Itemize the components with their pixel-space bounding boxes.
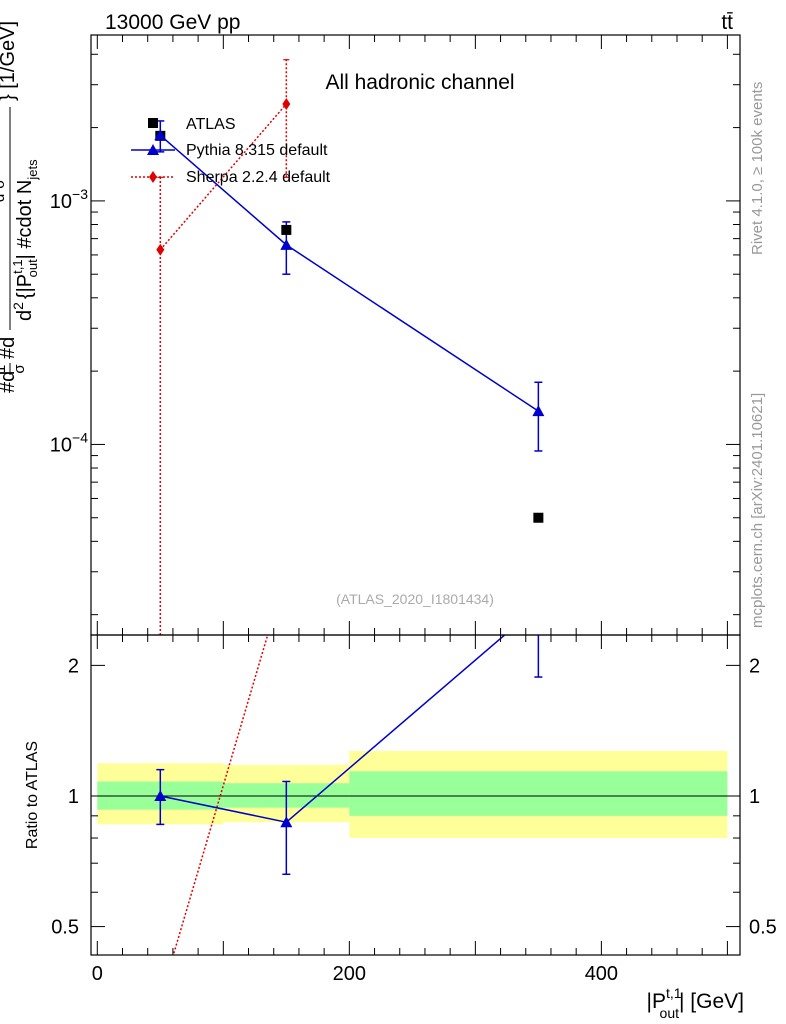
ratio-y-tick-label-left: 1 <box>68 786 79 808</box>
ylabel-upper: d²σ <box>0 179 8 202</box>
main-axis-ticks: 10−410−310−2 <box>50 35 740 635</box>
ylabel-frac-den: σ <box>11 364 28 374</box>
legend-sherpa-marker <box>149 171 157 183</box>
legend-pythia-marker <box>147 144 159 155</box>
ratio-pythia-point <box>280 816 293 828</box>
main-y-axis-label: #d 1 σ #d d²σfid d2{|Pt,1out| #cdot Njet… <box>0 21 40 393</box>
ylabel-mid: #d <box>0 337 19 359</box>
ylabel-prefix: #d <box>0 371 19 393</box>
pythia-point <box>280 238 293 250</box>
svg-text:d2{|Pt,1out| #cdot Njets: d2{|Pt,1out| #cdot Njets <box>10 159 40 321</box>
ratio-y-axis-label: Ratio to ATLAS <box>24 741 41 849</box>
xlabel-post: | [GeV] <box>679 990 744 1013</box>
ylabel-lower-a: d <box>14 310 36 321</box>
ylabel-lower-c: | #cdot N <box>14 180 36 260</box>
ratio-axis-ticks: 0.5 0.5 1 1 2 2 0 200 400 <box>51 635 777 985</box>
xlabel-sub: out <box>660 1005 680 1021</box>
atlas-point <box>281 224 292 235</box>
atlas-point <box>533 512 544 523</box>
x-axis-label: |Pt,1 out| [GeV] <box>647 985 745 1021</box>
xlabel-sup: t,1 <box>666 985 682 1001</box>
ratio-panel: 0.5 0.5 1 1 2 2 0 200 400 Ratio to ATLAS |Pt,1 ou… <box>24 600 777 1021</box>
source-label: mcplots.cern.ch [arXiv:2401.10621] <box>749 393 766 628</box>
ratio-band-inner <box>349 771 728 816</box>
ylabel-lower-sub: out <box>25 259 40 277</box>
legend-sherpa-label: Sherpa 2.2.4 default <box>186 169 331 186</box>
energy-label: 13000 GeV pp <box>105 11 240 34</box>
ratio-y-tick-label-right: 2 <box>749 655 760 677</box>
ylabel-suffix: } [1/GeV] <box>0 21 19 101</box>
pythia-point <box>154 129 167 141</box>
svg-text:d²σfid: d²σfid <box>0 168 8 202</box>
ratio-panel-frame <box>90 634 741 956</box>
process-label: tt̄ <box>721 11 733 34</box>
legend-atlas-label: ATLAS <box>186 116 236 133</box>
legend: ATLAS Pythia 8.315 default Sherpa 2.2.4 … <box>131 116 331 186</box>
xlabel-pre: |P <box>647 990 666 1013</box>
ylabel-frac-num: 1 <box>0 365 9 373</box>
x-tick-label: 0 <box>92 963 103 985</box>
analysis-watermark: (ATLAS_2020_I1801434) <box>336 591 494 607</box>
main-data-layer <box>154 59 545 635</box>
rivet-version-label: Rivet 4.1.0, ≥ 100k events <box>749 82 766 255</box>
sherpa-point <box>156 243 165 256</box>
ratio-y-tick-label-right: 0.5 <box>749 917 777 939</box>
ratio-pythia-point <box>532 600 544 611</box>
ratio-data-layer <box>91 600 740 955</box>
ratio-y-tick-label-left: 2 <box>68 655 79 677</box>
legend-pythia-label: Pythia 8.315 default <box>186 142 328 159</box>
ylabel-upper-sup: fid <box>0 168 1 180</box>
ylabel-lower-sup: t,1 <box>10 259 25 273</box>
main-title: All hadronic channel <box>325 71 514 94</box>
y-tick-label: 10−3 <box>50 186 88 213</box>
ratio-pythia-point <box>154 789 167 801</box>
y-tick-label: 10−4 <box>50 429 88 456</box>
pythia-point <box>532 405 545 417</box>
ylabel-lower-sub2: jets <box>25 159 40 181</box>
ylabel-lower-b: {|P <box>14 274 36 299</box>
legend-atlas-marker <box>148 118 158 128</box>
x-tick-label: 200 <box>333 963 366 985</box>
sherpa-point <box>282 97 291 110</box>
sherpa-line <box>159 103 287 251</box>
main-panel: 10−410−310−2 All hadronic channel (ATLAS… <box>0 21 741 636</box>
ratio-y-tick-label-right: 1 <box>749 786 760 808</box>
x-tick-label: 400 <box>585 963 618 985</box>
svg-text:#d: #d <box>0 371 19 393</box>
ratio-y-tick-label-left: 0.5 <box>51 917 79 939</box>
